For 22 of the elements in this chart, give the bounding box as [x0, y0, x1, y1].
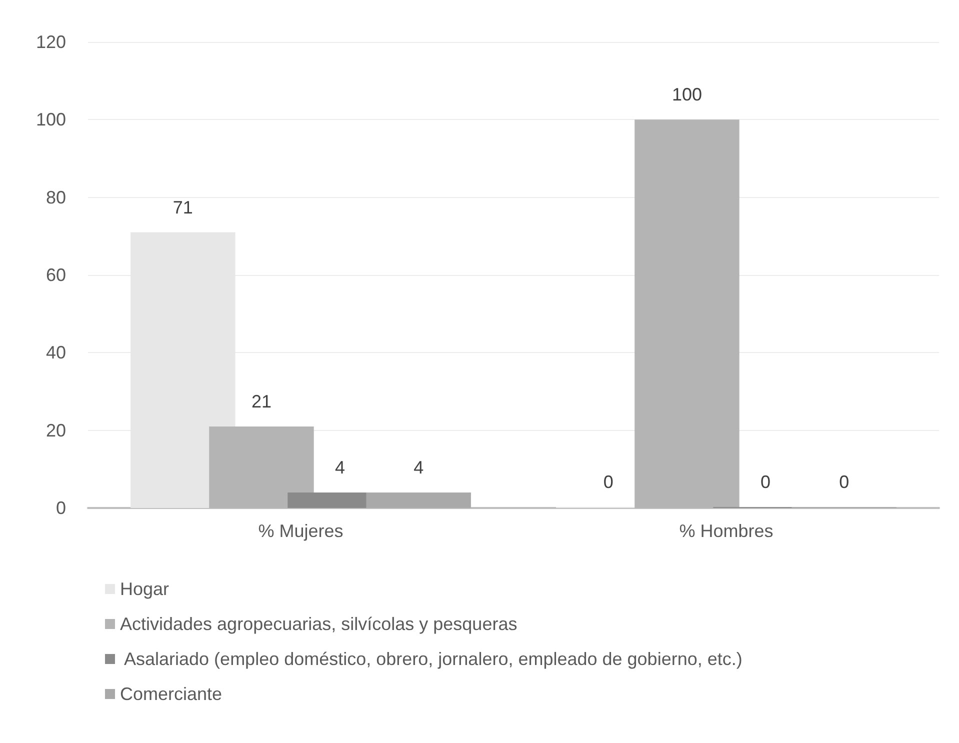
data-label: 0	[603, 472, 614, 492]
y-tick-label: 100	[36, 110, 66, 130]
y-tick-label: 80	[46, 187, 66, 208]
data-label: 4	[414, 457, 424, 478]
data-label: 4	[335, 457, 346, 478]
data-label: 71	[172, 197, 193, 218]
bar	[366, 492, 471, 508]
data-label: 21	[251, 391, 272, 412]
legend-label: Actividades agropecuarias, silvícolas y pesqueras	[120, 614, 518, 634]
data-label: 0	[760, 472, 771, 492]
x-tick-label: % Hombres	[679, 521, 774, 541]
legend-label: Asalariado (empleo doméstico, obrero, jornalero, empleado de gobierno, etc.)	[120, 649, 742, 669]
y-tick-label: 120	[36, 32, 66, 52]
data-label: 100	[672, 84, 702, 105]
x-tick-label: % Mujeres	[258, 521, 344, 541]
data-label: 0	[839, 472, 850, 492]
y-tick-label: 40	[46, 342, 66, 363]
y-tick-label: 60	[46, 265, 66, 285]
legend-label: Comerciante	[120, 684, 222, 704]
y-tick-label: 0	[56, 498, 66, 518]
legend-label: Hogar	[120, 579, 170, 599]
y-tick-label: 20	[46, 420, 66, 440]
